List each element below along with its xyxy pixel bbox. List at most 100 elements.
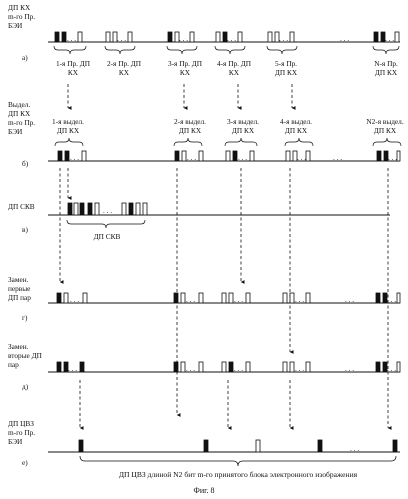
pulse-filled xyxy=(61,31,67,43)
row-a-label-line-1: ДП КХ xyxy=(8,3,31,12)
pulse-filled xyxy=(392,439,398,453)
pulse-filled xyxy=(67,202,73,216)
row-g-label-line-2: первые xyxy=(8,284,30,293)
ellipsis: . . . xyxy=(345,364,354,373)
ellipsis: . . . xyxy=(70,295,79,304)
row-e-letter: е) xyxy=(22,458,28,467)
row-a-letter: а) xyxy=(22,53,28,62)
sel-group-n2-label-line-2: ДП КХ xyxy=(374,126,397,135)
row-v-pulses xyxy=(67,202,148,216)
brace-sel-1 xyxy=(54,137,84,147)
row-g-letter: г) xyxy=(22,313,28,322)
sel-group-1-label-line-2: ДП КХ xyxy=(57,126,80,135)
row-a-label: ДП КХ m-го Пр. БЭИ а) xyxy=(8,3,35,62)
row-b-braces xyxy=(54,137,402,147)
ellipsis: . . . xyxy=(70,153,79,162)
pulse-empty xyxy=(121,202,127,216)
pulse-filled xyxy=(78,439,84,453)
row-d-label: Замен. вторые ДП пар д) xyxy=(8,342,43,391)
ellipsis: . . . xyxy=(238,153,247,162)
pulse-filled xyxy=(63,361,69,373)
pulse-filled xyxy=(87,202,93,216)
sel-group-1-label-line-1: 1-я выдел. xyxy=(52,117,84,126)
ellipsis: . . . xyxy=(297,153,306,162)
pulse-filled xyxy=(173,292,179,304)
ellipsis: . . . xyxy=(295,364,304,373)
pulse-empty xyxy=(181,150,187,162)
pulse-empty xyxy=(396,292,401,304)
pulse-filled xyxy=(373,31,379,43)
row-v-brace xyxy=(66,219,146,229)
pulse-empty xyxy=(305,361,311,373)
pulse-empty xyxy=(289,292,295,304)
pulse-empty xyxy=(174,31,180,43)
pulse-filled xyxy=(383,150,389,162)
group-1-label-line-2: КХ xyxy=(68,68,79,77)
brace-sel-n2 xyxy=(372,137,402,147)
pulse-empty xyxy=(289,361,295,373)
pulse-empty xyxy=(289,31,295,43)
pulse-empty xyxy=(63,292,69,304)
group-3-label-line-2: КХ xyxy=(180,68,191,77)
pulse-filled xyxy=(376,150,382,162)
pulse-empty xyxy=(180,361,186,373)
row-d-label-line-3: пар xyxy=(8,360,19,369)
pulse-empty xyxy=(305,150,311,162)
pulse-empty xyxy=(112,31,118,43)
sel-group-2-label-line-1: 2-я выдел. xyxy=(174,117,206,126)
pulse-filled xyxy=(375,361,381,373)
row-e-label-line-3: БЭИ xyxy=(8,437,23,446)
brace-group-2 xyxy=(104,45,136,55)
pulse-empty xyxy=(82,292,88,304)
row-d-label-line-2: вторые ДП xyxy=(8,351,43,360)
pulse-empty xyxy=(215,31,221,43)
ellipsis: . . . xyxy=(67,34,76,43)
group-3-label-line-1: 3-я Пр. ДП xyxy=(168,59,203,68)
pulse-filled xyxy=(167,31,173,43)
pulse-filled xyxy=(203,439,209,453)
row-d-label-line-1: Замен. xyxy=(8,342,29,351)
ellipsis: . . . xyxy=(186,295,195,304)
ellipsis: . . . xyxy=(187,153,196,162)
pulse-empty xyxy=(396,361,401,373)
row-g-label: Замен. первые ДП пар г) xyxy=(8,275,31,322)
pulse-empty xyxy=(81,150,87,162)
row-g-pulses xyxy=(56,292,401,304)
pulse-empty xyxy=(198,361,204,373)
pulse-filled xyxy=(128,202,134,216)
pulse-empty xyxy=(228,292,234,304)
row-g-ellipses: . . . . . . . . . . . . . . . . . . xyxy=(70,295,396,304)
pulse-empty xyxy=(285,150,291,162)
row-v-label-line-1: ДП СКВ xyxy=(8,202,35,211)
brace-sel-4 xyxy=(284,137,314,147)
pulse-empty xyxy=(305,292,311,304)
ellipsis: . . . xyxy=(387,295,396,304)
sel-group-3-label-line-1: 3-я выдел. xyxy=(227,117,259,126)
figure-caption: Фиг. 8 xyxy=(194,486,215,495)
ellipsis: . . . xyxy=(179,34,188,43)
sel-group-n2-label-line-1: N2-я выдел. xyxy=(366,117,403,126)
group-n-label-line-2: ДП КХ xyxy=(375,68,398,77)
pulse-empty xyxy=(135,202,141,216)
pulse-empty xyxy=(225,150,231,162)
pulse-filled xyxy=(375,292,381,304)
row-e-label-line-2: m-го Пр. xyxy=(8,428,35,437)
row-a-braces xyxy=(53,45,400,55)
pulse-empty xyxy=(94,202,100,216)
ellipsis: . . . xyxy=(385,34,394,43)
row-g-label-line-1: Замен. xyxy=(8,275,29,284)
row-e-label: ДП ЦВЗ m-го Пр. БЭИ е) xyxy=(8,419,35,467)
pulse-empty xyxy=(274,31,280,43)
row-a-pulses xyxy=(54,31,400,43)
pulse-empty xyxy=(267,31,273,43)
pulse-empty xyxy=(245,361,251,373)
pulse-filled xyxy=(64,150,70,162)
row-b-label-line-1: Выдел. xyxy=(8,100,30,109)
row-b-letter: б) xyxy=(22,159,29,168)
row-a-ellipses: . . . . . . . . . . . . . . . . . . . . … xyxy=(67,34,394,43)
pulse-empty xyxy=(73,202,79,216)
group-5-label-line-2: ДП КХ xyxy=(275,68,298,77)
bottom-caption: ДП ЦВЗ длиной N2 бит m-го принятого блок… xyxy=(119,470,358,479)
pulse-empty xyxy=(245,292,251,304)
pulse-empty xyxy=(180,292,186,304)
